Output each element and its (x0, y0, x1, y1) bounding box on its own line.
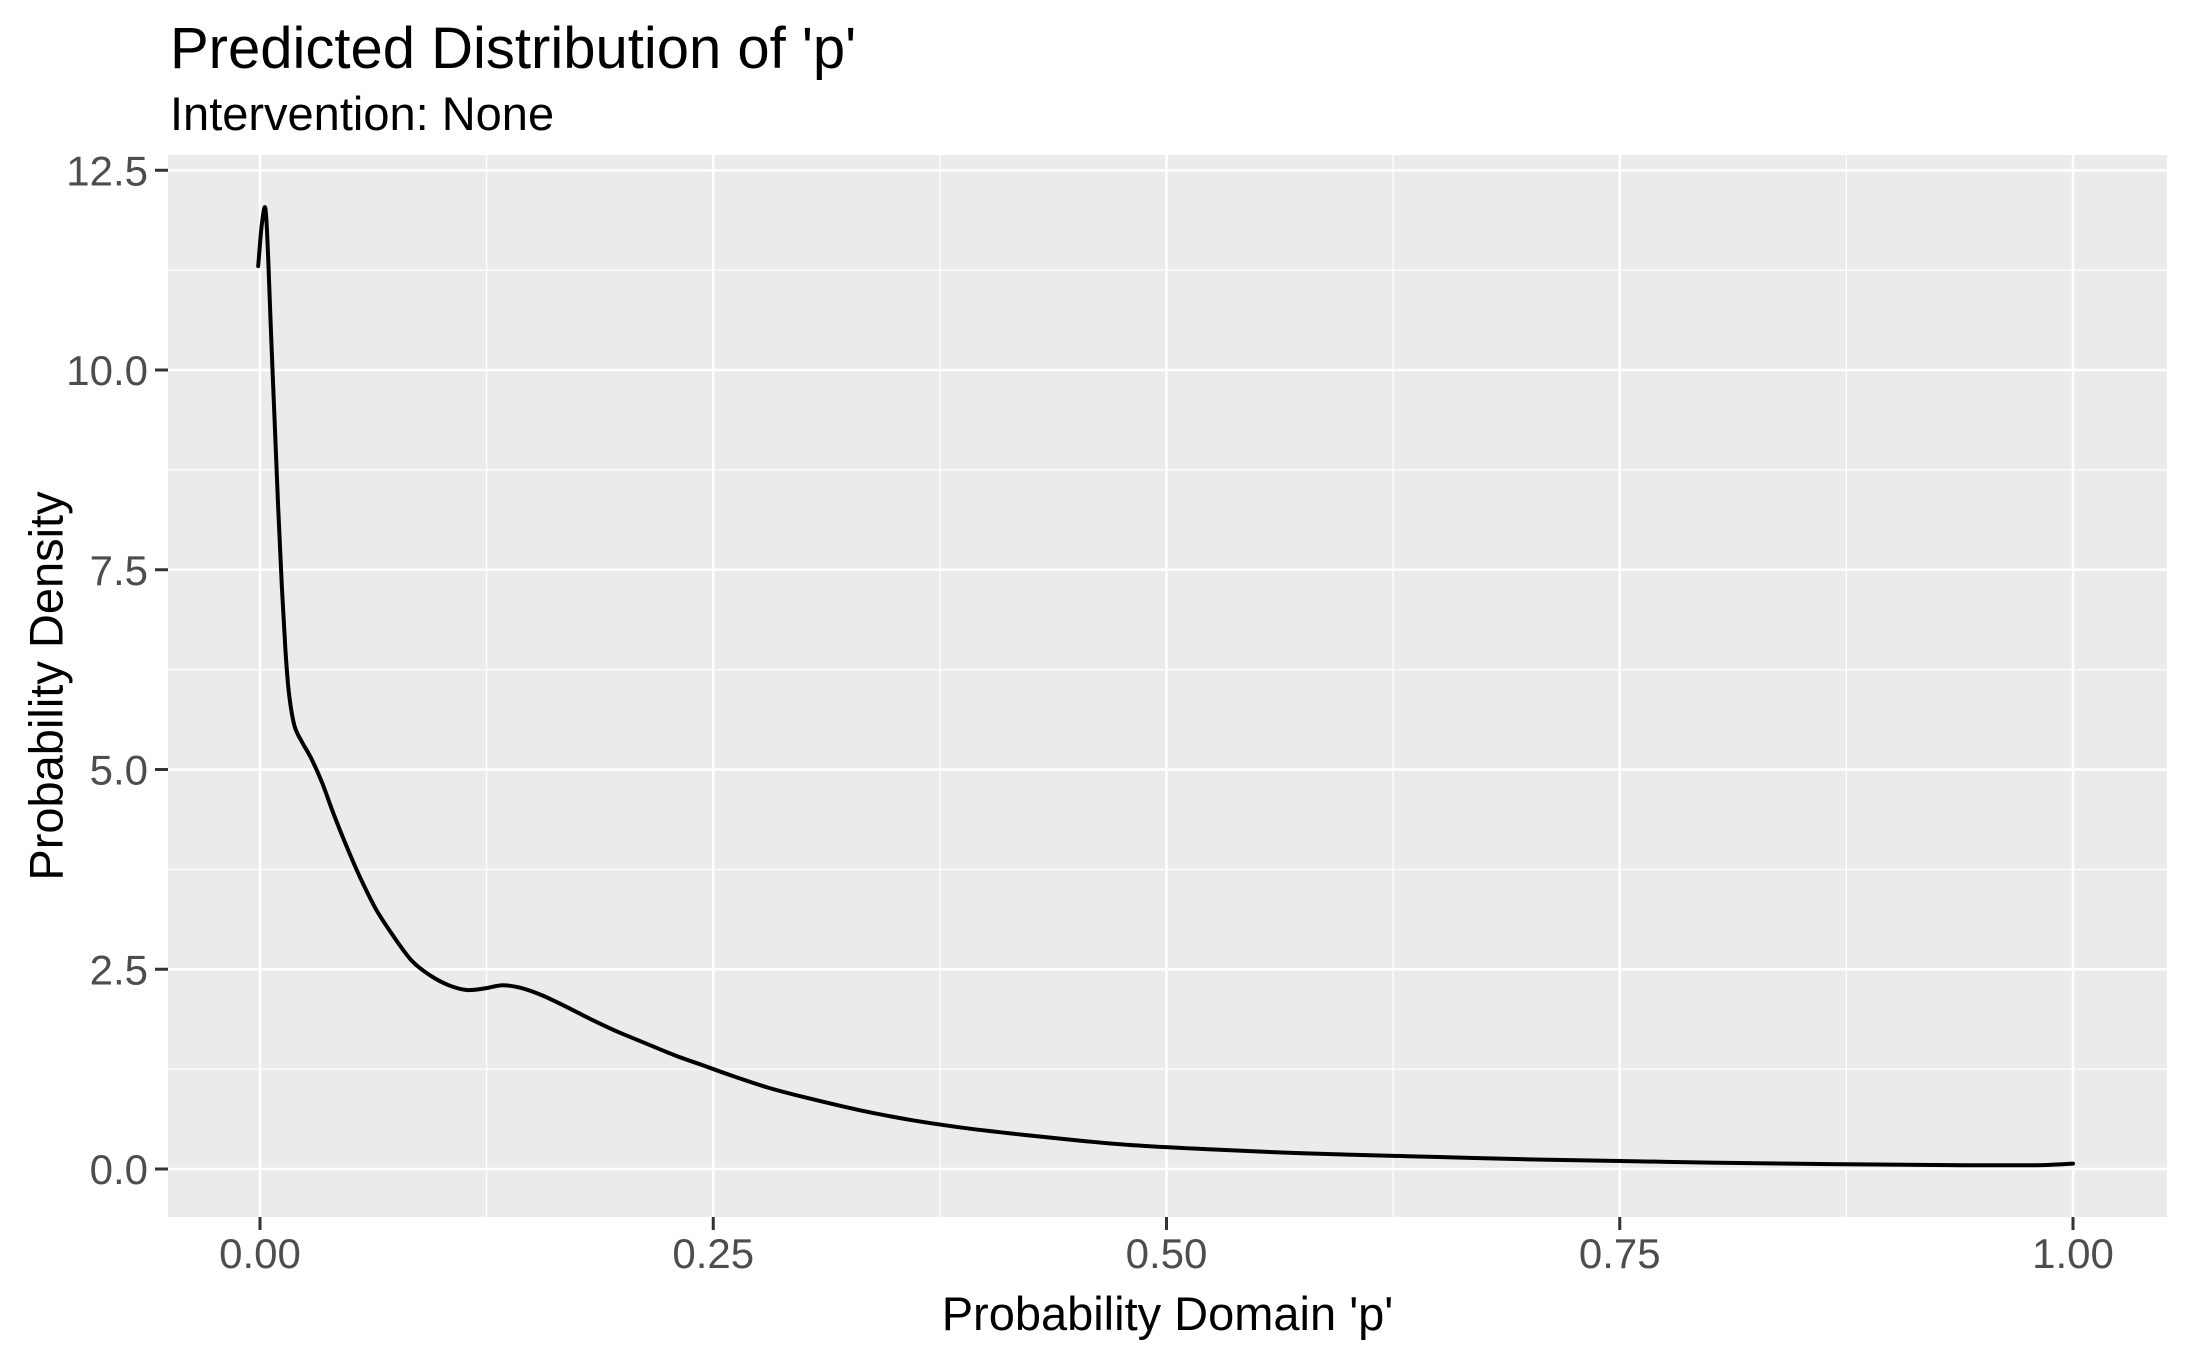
y-tick-label: 10.0 (66, 347, 148, 394)
y-tick-label: 2.5 (90, 946, 148, 993)
x-tick-label: 1.00 (2032, 1230, 2114, 1277)
y-tick-label: 5.0 (90, 747, 148, 794)
plot-subtitle: Intervention: None (170, 87, 555, 140)
x-tick-label: 0.00 (219, 1230, 301, 1277)
y-tick-label: 0.0 (90, 1146, 148, 1193)
y-axis-title: Probability Density (19, 491, 73, 881)
x-axis-title: Probability Domain 'p' (941, 1287, 1394, 1340)
y-tick-label: 12.5 (66, 147, 148, 194)
x-tick-label: 0.75 (1579, 1230, 1661, 1277)
plot-title: Predicted Distribution of 'p' (170, 16, 857, 81)
y-tick-label: 7.5 (90, 547, 148, 594)
x-tick-label: 0.50 (1126, 1230, 1208, 1277)
density-curve (256, 205, 2075, 1168)
x-tick-label: 0.25 (672, 1230, 754, 1277)
